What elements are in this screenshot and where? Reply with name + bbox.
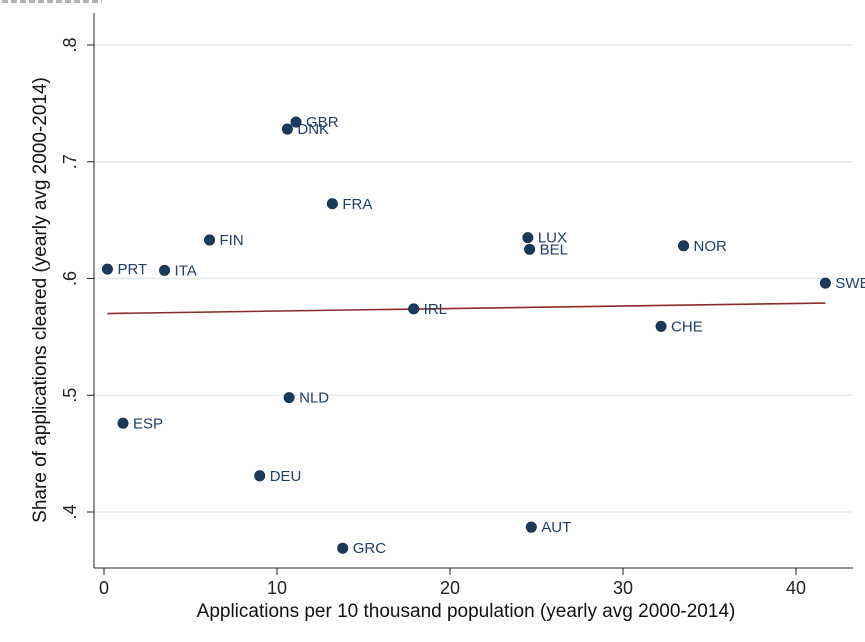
data-point [819,277,831,289]
y-tick-label: .5 [60,388,80,403]
axis-ticks: .4 .5 .6 .7 .8 0 10 20 30 40 [60,37,806,598]
point-label: NLD [299,390,329,407]
data-point [326,198,338,210]
x-tick-label: 20 [440,578,460,598]
point-label: FRA [342,196,372,213]
data-point [159,264,171,276]
data-point [101,263,113,275]
point-label: ESP [133,415,163,432]
y-tick-label: .4 [60,504,80,519]
data-point [337,542,349,554]
x-tick-label: 10 [267,578,287,598]
y-tick-label: .6 [60,271,80,286]
data-point [678,240,690,252]
point-label: DNK [297,121,329,138]
point-label: PRT [117,261,147,278]
point-label: ITA [175,262,197,279]
cropped-title-fragment [0,0,110,10]
point-label: IRL [424,301,447,318]
data-point [204,234,216,246]
x-axis-title: Applications per 10 thousand population … [197,601,736,622]
data-point [408,303,420,315]
x-tick-label: 40 [786,578,806,598]
data-point [524,243,536,255]
data-point [290,116,302,128]
fit-line [107,302,826,315]
point-label: GBR [306,114,339,131]
data-point [525,521,537,533]
x-tick-label: 0 [99,578,109,598]
y-tick-label: .8 [60,37,80,52]
fit-line-segment [107,302,826,315]
data-point [117,417,129,429]
point-label: AUT [541,519,571,536]
data-point [283,392,295,404]
data-point [655,320,667,332]
y-axis-title: Share of applications cleared (yearly av… [30,77,51,523]
point-label: LUX [538,230,567,247]
data-point [254,470,266,482]
plot-area [94,13,853,568]
point-label: SWE [835,275,865,292]
data-point [281,123,293,135]
y-tick-label: .7 [60,154,80,169]
point-label: FIN [220,232,244,249]
point-label: CHE [671,318,703,335]
point-label: DEU [270,468,302,485]
data-point [522,232,534,244]
x-tick-label: 30 [613,578,633,598]
gridlines [94,44,853,513]
point-label: GRC [353,540,387,557]
point-label: NOR [694,238,728,255]
point-label: BEL [540,241,568,258]
